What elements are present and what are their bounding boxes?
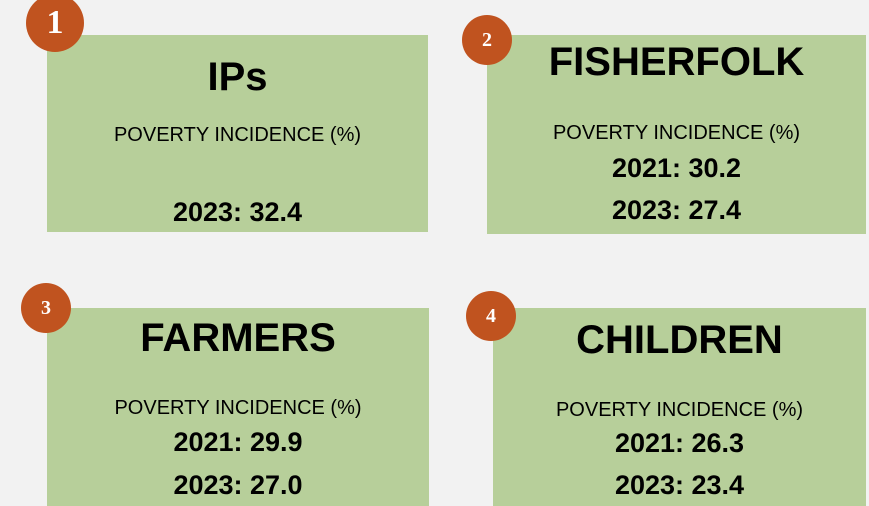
- card-line: 2021: 26.3: [614, 428, 745, 458]
- badge: 2: [462, 15, 512, 65]
- card-line: 2023: 27.0: [173, 470, 303, 500]
- card-line: 2023: 32.4: [172, 197, 303, 227]
- card: FISHERFOLK POVERTY INCIDENCE (%) 2021: 3…: [487, 35, 866, 234]
- card-title: FARMERS: [140, 316, 336, 360]
- card-title: CHILDREN: [576, 318, 783, 362]
- card: FARMERS POVERTY INCIDENCE (%) 2021: 29.9…: [47, 308, 429, 506]
- card-line: 2021: 30.2: [611, 153, 742, 183]
- card: CHILDREN POVERTY INCIDENCE (%) 2021: 26.…: [493, 308, 866, 506]
- card-subtitle: POVERTY INCIDENCE (%): [555, 399, 804, 421]
- card-subtitle: POVERTY INCIDENCE (%): [114, 397, 362, 419]
- card: IPs POVERTY INCIDENCE (%) 2023: 32.4: [47, 35, 428, 232]
- card-line: 2021: 29.9: [173, 427, 303, 457]
- card-title: IPs: [207, 55, 268, 99]
- card-line: 2023: 27.4: [611, 195, 742, 225]
- card-line: 2023: 23.4: [614, 470, 745, 500]
- badge: 1: [26, 0, 84, 52]
- badge: 4: [466, 291, 516, 341]
- card-subtitle: POVERTY INCIDENCE (%): [552, 122, 801, 144]
- card-title: FISHERFOLK: [548, 40, 805, 84]
- card-subtitle: POVERTY INCIDENCE (%): [113, 124, 362, 146]
- badge: 3: [21, 283, 71, 333]
